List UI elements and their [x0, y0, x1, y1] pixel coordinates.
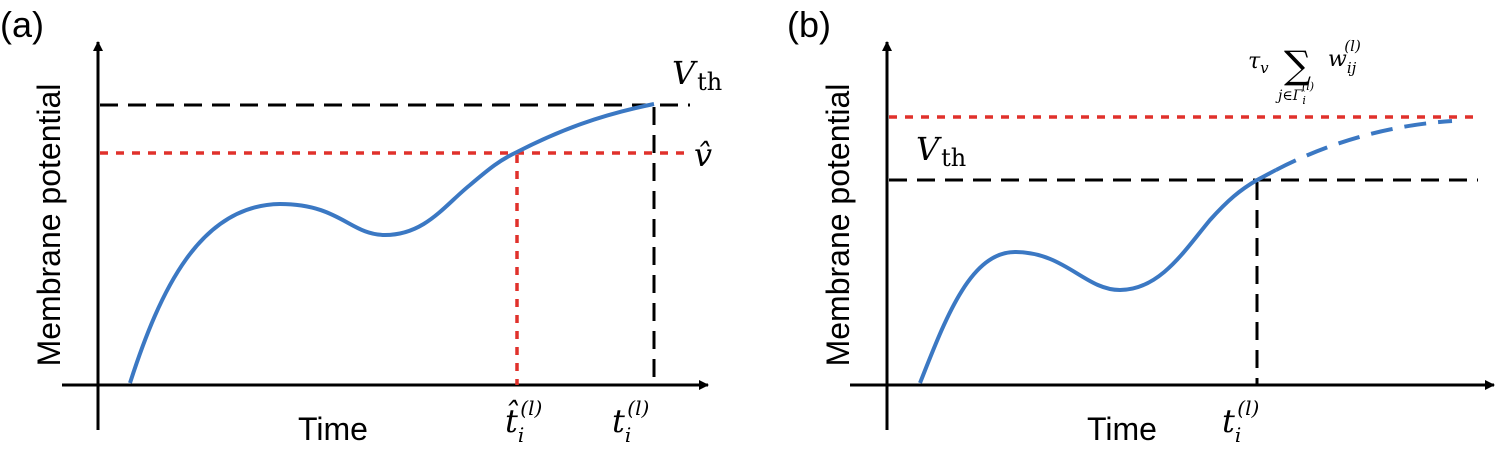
panel-b-extrapolated-curve: [1275, 119, 1453, 172]
panel-b-membrane-curve: [918, 168, 1277, 384]
panel-a-threshold-label: Vth: [672, 54, 722, 96]
svg-text:τv: τv: [1248, 49, 1269, 77]
panel-a-ylabel: Membrane potential: [31, 84, 67, 367]
panel-b-t-label: ti(l): [1222, 396, 1259, 447]
panel-b-xlabel: Time: [1087, 411, 1157, 447]
panel-a-membrane-curve: [128, 102, 655, 384]
panel-a: (a) Membrane potential Time Vth 𝑣̂ t̂i(l…: [0, 4, 722, 447]
svg-text:∑: ∑: [1284, 43, 1311, 87]
panel-b-threshold-label: Vth: [916, 130, 966, 172]
panel-b: (b) Membrane potential Time Vth τv ∑ j∈Γ…: [787, 4, 1495, 447]
panel-a-vhat-label: 𝑣̂: [694, 136, 712, 174]
panel-a-xlabel: Time: [298, 411, 368, 447]
svg-text:j∈Γi(l): j∈Γi(l): [1275, 80, 1314, 107]
panel-b-label: (b): [787, 4, 831, 45]
panel-a-label: (a): [0, 4, 44, 45]
svg-text:wij(l): wij(l): [1328, 37, 1361, 77]
panel-b-ylabel: Membrane potential: [820, 84, 856, 367]
panel-a-t-label: ti(l): [612, 396, 649, 447]
panel-a-t-hat-label: t̂i(l): [505, 396, 542, 447]
panel-b-sum-label: τv ∑ j∈Γi(l) wij(l): [1248, 37, 1361, 107]
